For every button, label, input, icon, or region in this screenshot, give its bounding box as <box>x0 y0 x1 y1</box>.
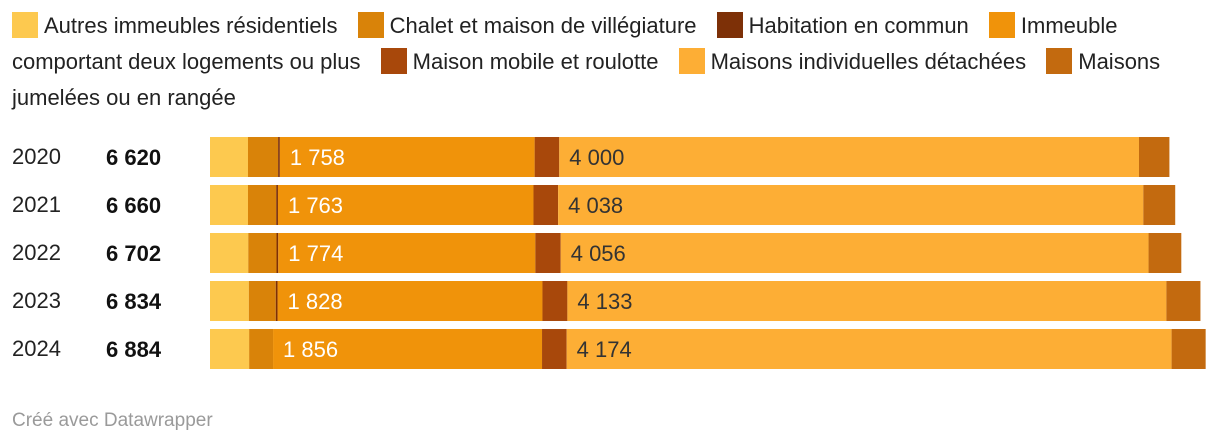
bar-segment <box>276 233 279 273</box>
legend-swatch <box>12 12 38 38</box>
legend-label: Chalet et maison de villégiature <box>389 13 697 38</box>
bar-segment <box>248 281 276 321</box>
data-label: 1 763 <box>288 193 343 218</box>
bar-segment <box>533 185 559 225</box>
data-label: 1 856 <box>283 337 338 362</box>
total-label: 6 702 <box>106 241 161 266</box>
bar-segment <box>249 329 274 369</box>
legend-item: Habitation en commun <box>716 12 969 38</box>
legend-item: Maisons jumelées ou en rangée <box>12 48 1161 110</box>
bar-segment <box>560 233 1149 273</box>
bar-segment <box>542 281 568 321</box>
bar-segment <box>210 137 248 177</box>
bar-segment <box>210 281 249 321</box>
bar-segment <box>278 137 280 177</box>
bar-segment <box>278 233 536 273</box>
year-label: 2023 <box>12 288 61 313</box>
bar-segment <box>273 329 543 369</box>
bar-segment <box>247 137 279 177</box>
bar-segment <box>275 281 278 321</box>
bar-segment <box>279 137 535 177</box>
bar-segment <box>247 185 277 225</box>
bar-segment <box>1143 185 1176 225</box>
bar-segment <box>535 233 561 273</box>
legend-swatch <box>678 48 705 74</box>
data-label: 1 758 <box>290 145 345 170</box>
bar-segment <box>534 137 560 177</box>
year-label: 2022 <box>12 240 61 265</box>
legend-label: Autres immeubles résidentiels <box>44 13 338 38</box>
data-label: 4 174 <box>577 337 632 362</box>
data-label: 4 056 <box>571 241 626 266</box>
bar-row: 2021 6 660 1 763 4 038 <box>12 185 1176 225</box>
bar-row: 2022 6 702 1 774 4 056 <box>12 233 1182 273</box>
bar-row: 2023 6 834 1 828 4 133 <box>12 281 1201 321</box>
bar-segment <box>558 185 1144 225</box>
legend-swatch <box>988 12 1015 38</box>
bar-segment <box>567 281 1167 321</box>
legend-label: Habitation en commun <box>748 13 969 38</box>
legend-item: Maison mobile et roulotte <box>380 48 659 74</box>
legend-item: Immeuble comportant deux logements ou pl… <box>12 12 1118 74</box>
legend-label: Maisons jumelées ou en rangée <box>12 49 1161 110</box>
legend-label: Immeuble comportant deux logements ou pl… <box>12 13 1118 74</box>
bar-segment <box>542 329 567 369</box>
bar-segment <box>1166 281 1201 321</box>
bar-row: 2020 6 620 1 758 4 000 <box>12 137 1170 177</box>
legend-label: Maison mobile et roulotte <box>412 49 659 74</box>
total-label: 6 620 <box>106 145 161 170</box>
bar-segment <box>248 233 277 273</box>
data-label: 4 000 <box>569 145 624 170</box>
legend-swatch <box>716 12 743 38</box>
total-label: 6 834 <box>106 289 162 314</box>
bar-segment <box>277 281 543 321</box>
bar-segment <box>210 233 249 273</box>
bar-segment <box>210 185 248 225</box>
data-label: 4 133 <box>577 289 632 314</box>
bar-segment <box>1138 137 1170 177</box>
legend-swatch <box>380 48 407 74</box>
year-label: 2024 <box>12 336 61 361</box>
year-label: 2020 <box>12 144 61 169</box>
legend-swatch <box>357 12 384 38</box>
bar-segment <box>277 185 534 225</box>
bar-row: 2024 6 884 1 856 4 174 <box>12 329 1206 369</box>
bar-segment <box>566 329 1172 369</box>
bar-segment <box>210 329 250 369</box>
bar-segment <box>559 137 1139 177</box>
bar-segment <box>276 185 278 225</box>
legend-label: Maisons individuelles détachées <box>710 49 1027 74</box>
bar-segment <box>1171 329 1206 369</box>
chart-legend: Autres immeubles résidentiels Chalet et … <box>12 8 1208 116</box>
total-label: 6 660 <box>106 193 161 218</box>
data-label: 1 774 <box>288 241 343 266</box>
data-label: 4 038 <box>568 193 623 218</box>
total-label: 6 884 <box>106 337 162 362</box>
legend-swatch <box>1046 48 1073 74</box>
data-label: 1 828 <box>288 289 343 314</box>
credit-text: Créé avec Datawrapper <box>12 410 213 431</box>
legend-item: Autres immeubles résidentiels <box>12 12 338 38</box>
legend-item: Chalet et maison de villégiature <box>357 12 697 38</box>
bar-segment <box>1148 233 1182 273</box>
legend-item: Maisons individuelles détachées <box>678 48 1027 74</box>
year-label: 2021 <box>12 192 61 217</box>
